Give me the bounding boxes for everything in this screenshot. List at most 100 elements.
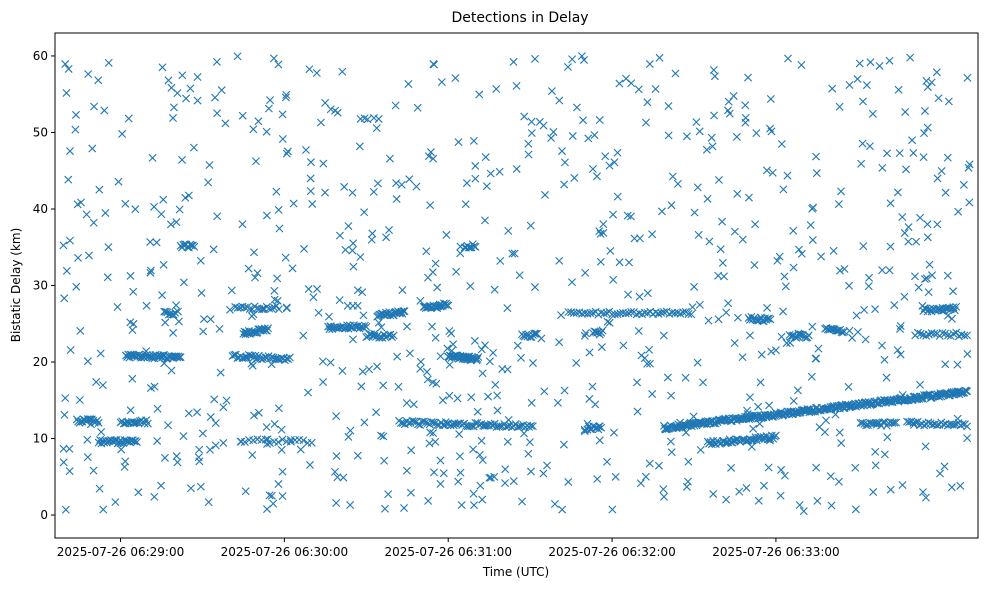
detection-point: [475, 450, 484, 459]
detection-point: [696, 445, 705, 454]
detection-point: [167, 366, 176, 375]
detection-point: [94, 418, 103, 427]
detection-point: [212, 57, 221, 66]
detection-point: [762, 166, 771, 175]
detection-point: [524, 150, 533, 159]
detection-point: [89, 218, 98, 227]
detection-point: [64, 175, 73, 184]
detection-point: [380, 456, 389, 465]
detection-point: [211, 93, 219, 102]
detection-point: [467, 421, 476, 430]
detection-point: [735, 487, 744, 496]
detection-point: [405, 175, 414, 184]
detection-point: [359, 323, 368, 332]
detection-point: [710, 111, 719, 120]
detection-point: [627, 79, 636, 88]
detection-point: [355, 142, 364, 151]
detection-point: [835, 428, 844, 437]
detection-point: [817, 252, 826, 261]
detection-point: [902, 165, 911, 174]
detection-point: [526, 221, 535, 230]
axis-ticks: 2025-07-26 06:29:00 2025-07-26 06:30:00 20…: [33, 49, 840, 559]
detection-point: [205, 445, 214, 454]
detection-point: [771, 431, 780, 440]
detection-point: [319, 378, 328, 387]
detection-point: [211, 441, 220, 450]
detection-point: [331, 106, 340, 115]
detection-point: [416, 296, 425, 305]
detection-point: [531, 329, 540, 338]
detection-point: [603, 457, 611, 466]
detection-point: [221, 119, 230, 128]
detection-point: [718, 258, 727, 267]
detection-point: [657, 207, 666, 216]
detection-point: [93, 416, 102, 425]
detection-point: [933, 421, 942, 430]
detection-point: [890, 301, 899, 310]
detection-point: [148, 153, 157, 162]
detection-point: [391, 101, 400, 110]
detection-point: [741, 101, 750, 110]
detection-point: [416, 364, 425, 373]
detection-point: [943, 271, 952, 280]
detection-point: [135, 417, 144, 426]
detection-point: [61, 505, 70, 514]
detection-point: [588, 382, 597, 391]
detection-point: [570, 173, 579, 182]
detection-point: [159, 195, 168, 204]
detection-point: [385, 226, 393, 235]
detection-point: [274, 60, 283, 69]
detection-point: [704, 316, 713, 325]
detection-point: [348, 246, 357, 255]
detection-point: [858, 97, 867, 106]
detection-point: [864, 282, 873, 291]
detection-point: [745, 331, 754, 340]
detection-point: [362, 322, 371, 331]
detection-point: [404, 79, 413, 88]
detection-point: [539, 469, 548, 478]
detection-point: [262, 211, 271, 220]
detection-point: [596, 229, 605, 238]
detection-point: [673, 179, 682, 188]
detection-point: [763, 303, 772, 312]
detection-point: [645, 345, 654, 354]
detection-point: [278, 135, 287, 144]
detection-point: [215, 324, 224, 333]
detection-point: [175, 353, 184, 362]
detection-point: [601, 152, 610, 161]
y-axis-label: Bistatic Delay (km): [9, 228, 23, 343]
detection-point: [428, 322, 437, 331]
detection-point: [375, 333, 384, 342]
detection-point: [531, 283, 540, 292]
detection-point: [693, 358, 702, 367]
detection-point: [474, 353, 483, 362]
detection-point: [493, 391, 502, 400]
detection-point: [374, 318, 383, 327]
detection-point: [924, 418, 933, 427]
detection-point: [60, 410, 69, 419]
detection-point: [195, 457, 204, 466]
detection-point: [195, 445, 204, 454]
detection-point: [777, 139, 786, 148]
detection-point: [431, 333, 440, 342]
detection-point: [932, 68, 941, 77]
detection-point: [98, 381, 107, 390]
detection-point: [478, 369, 487, 378]
detection-point: [74, 253, 83, 262]
detection-point: [469, 136, 478, 145]
data-points: [59, 52, 974, 516]
detection-point: [213, 109, 222, 118]
detection-point: [360, 208, 369, 217]
detection-point: [340, 182, 349, 191]
detection-point: [430, 468, 438, 477]
detection-point: [609, 428, 618, 437]
detection-point: [773, 256, 782, 265]
detection-point: [429, 154, 438, 163]
detection-point: [900, 292, 909, 301]
detection-point: [282, 90, 291, 99]
detection-point: [695, 127, 704, 136]
detection-point: [880, 450, 889, 459]
detection-point: [560, 158, 569, 167]
detection-point: [369, 113, 378, 122]
